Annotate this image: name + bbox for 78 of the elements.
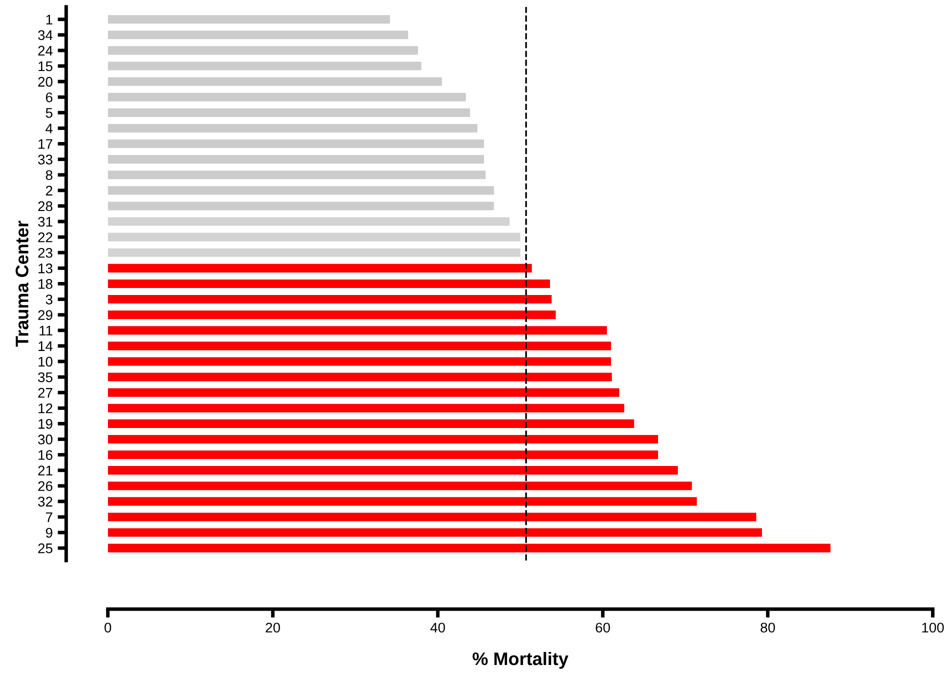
x-tick-label: 60 — [596, 622, 610, 633]
bar — [108, 62, 422, 70]
y-tick-label: 10 — [38, 356, 52, 367]
bar — [108, 434, 658, 444]
y-tick-label: 27 — [38, 388, 52, 398]
y-tick-label: 8 — [46, 170, 52, 180]
y-tick-label: 5 — [46, 108, 52, 118]
bar — [108, 108, 470, 117]
y-tick-label: 24 — [38, 46, 53, 56]
y-tick-label: 21 — [38, 466, 52, 476]
bar — [108, 419, 634, 428]
y-tick-label: 29 — [38, 310, 52, 320]
y-tick-label: 11 — [40, 326, 52, 336]
y-tick-label: 1 — [46, 14, 52, 24]
y-tick-label: 2 — [46, 186, 52, 196]
y-tick-label: 23 — [38, 248, 52, 258]
bar — [108, 248, 520, 257]
bar — [108, 92, 466, 102]
y-tick-label: 33 — [38, 154, 52, 164]
bar — [108, 544, 830, 552]
bar — [108, 326, 607, 335]
y-tick-label: 3 — [46, 294, 52, 304]
y-tick-label: 16 — [38, 450, 52, 460]
y-tick-label: 25 — [38, 543, 52, 554]
x-tick-label: 80 — [760, 622, 775, 633]
x-tick-label: 20 — [266, 622, 280, 633]
bar — [108, 186, 494, 195]
y-tick-label: 31 — [38, 216, 52, 227]
bar — [108, 139, 484, 148]
bar — [108, 46, 418, 55]
bar — [108, 202, 494, 210]
bar — [108, 77, 442, 86]
bar — [108, 279, 550, 288]
bar — [108, 15, 390, 24]
bar — [108, 482, 692, 490]
bar — [108, 232, 520, 242]
bar — [108, 310, 556, 320]
bar — [108, 155, 484, 164]
y-tick-label: 14 — [38, 341, 53, 351]
y-tick-label: 9 — [46, 528, 52, 538]
bar — [108, 264, 532, 272]
bar — [108, 342, 612, 350]
y-tick-label: 6 — [46, 92, 52, 102]
bar — [108, 217, 510, 226]
x-tick-label: 40 — [430, 622, 445, 633]
y-tick-label: 22 — [38, 232, 52, 242]
y-tick-label: 35 — [38, 372, 52, 382]
y-axis-title: Trauma Center — [16, 220, 28, 347]
bar — [108, 528, 762, 537]
y-tick-label: 32 — [38, 496, 52, 507]
bar — [108, 388, 620, 397]
y-tick-label: 26 — [38, 481, 52, 492]
bar — [108, 357, 612, 366]
bar — [108, 30, 408, 40]
bar — [108, 466, 678, 475]
y-tick-label: 15 — [38, 61, 52, 72]
bar — [108, 497, 697, 506]
bar — [108, 450, 658, 460]
y-tick-label: 18 — [38, 279, 52, 289]
y-tick-label: 19 — [38, 419, 52, 429]
y-tick-label: 4 — [46, 124, 53, 134]
y-tick-label: 28 — [38, 201, 52, 212]
y-tick-label: 12 — [38, 403, 52, 414]
x-tick-label: 0 — [104, 622, 112, 633]
y-tick-label: 34 — [38, 30, 53, 40]
bar — [108, 404, 624, 412]
bar — [108, 170, 486, 180]
y-tick-label: 7 — [46, 512, 52, 522]
bar — [108, 512, 756, 522]
x-axis-title: % Mortality — [472, 652, 568, 669]
bar — [108, 294, 552, 304]
bar — [108, 372, 612, 382]
x-tick-label: 100 — [922, 622, 944, 633]
bar — [108, 124, 478, 132]
y-tick-label: 13 — [38, 264, 52, 274]
y-tick-label: 20 — [38, 76, 52, 87]
y-tick-label: 17 — [38, 139, 52, 149]
y-tick-label: 30 — [38, 434, 52, 444]
